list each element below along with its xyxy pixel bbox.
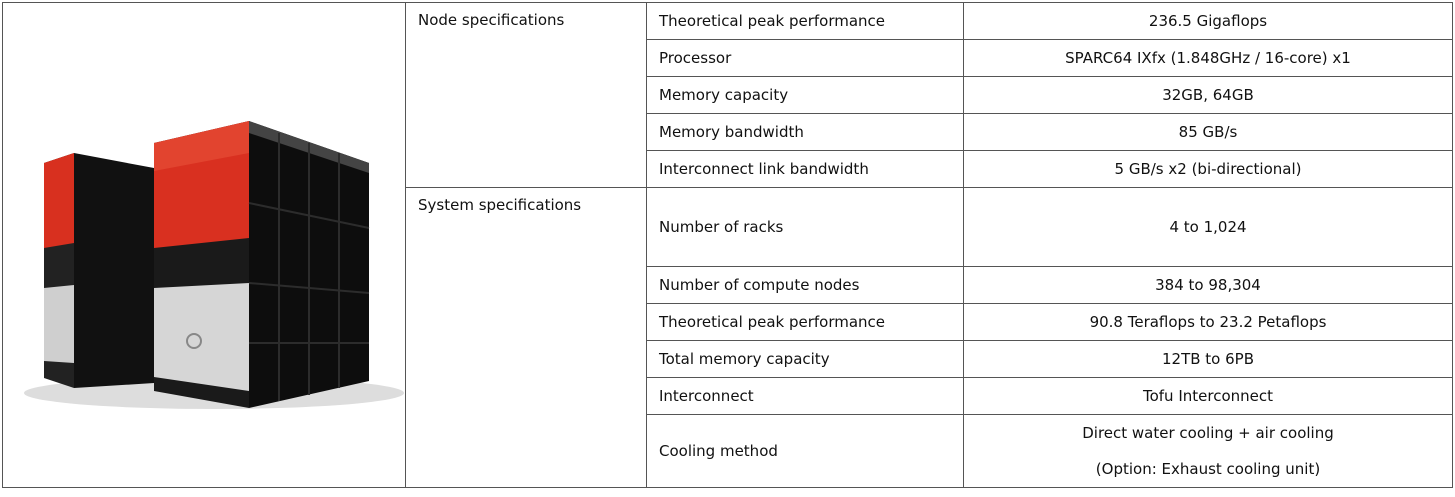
spec-row: Cooling method Direct water cooling + air… [3, 414, 1453, 488]
supercomputer-image [24, 121, 404, 409]
spec-label: Interconnect link bandwidth [646, 150, 964, 188]
spec-value-line: (Option: Exhaust cooling unit) [1095, 460, 1321, 478]
spec-label: Cooling method [646, 414, 964, 488]
spec-value: Direct water cooling + air cooling (Optio… [963, 414, 1453, 488]
spec-value: 384 to 98,304 [963, 266, 1453, 304]
spec-value: 32GB, 64GB [963, 76, 1453, 114]
spec-label: Memory capacity [646, 76, 964, 114]
spec-value: 4 to 1,024 [963, 187, 1453, 267]
spec-label: Processor [646, 39, 964, 77]
group-name: System specifications [405, 187, 647, 488]
spec-table: Node specifications Theoretical peak perf… [2, 2, 1453, 488]
spec-row: Number of compute nodes 384 to 98,304 [3, 266, 1453, 304]
spec-label: Memory bandwidth [646, 113, 964, 151]
spec-row: Interconnect link bandwidth 5 GB/s x2 (bi… [3, 150, 1453, 188]
spec-row: Node specifications Theoretical peak perf… [2, 2, 1453, 488]
group-name: Node specifications [405, 2, 647, 188]
spec-label: Total memory capacity [646, 340, 964, 378]
spec-value: 12TB to 6PB [963, 340, 1453, 378]
spec-label: Theoretical peak performance [646, 2, 964, 40]
spec-row: Memory bandwidth 85 GB/s [3, 113, 1453, 151]
image-cell [2, 2, 406, 488]
spec-label: Interconnect [646, 377, 964, 415]
spec-value: 85 GB/s [963, 113, 1453, 151]
spec-value: SPARC64 IXfx (1.848GHz / 16-core) x1 [963, 39, 1453, 77]
spec-label: Number of racks [646, 187, 964, 267]
spec-row: Total memory capacity 12TB to 6PB [3, 340, 1453, 378]
spec-row: Theoretical peak performance 90.8 Teraflo… [3, 303, 1453, 341]
spec-value: 5 GB/s x2 (bi-directional) [963, 150, 1453, 188]
spec-value: Tofu Interconnect [963, 377, 1453, 415]
spec-value: 236.5 Gigaflops [963, 2, 1453, 40]
spec-row: Interconnect Tofu Interconnect [3, 377, 1453, 415]
spec-value: 90.8 Teraflops to 23.2 Petaflops [963, 303, 1453, 341]
spec-table-body: Node specifications Theoretical peak perf… [2, 2, 1453, 488]
spec-label: Number of compute nodes [646, 266, 964, 304]
spec-label: Theoretical peak performance [646, 303, 964, 341]
spec-value-line: Direct water cooling + air cooling [1082, 424, 1334, 442]
spec-row: System specifications Number of racks 4 to… [3, 187, 1453, 488]
